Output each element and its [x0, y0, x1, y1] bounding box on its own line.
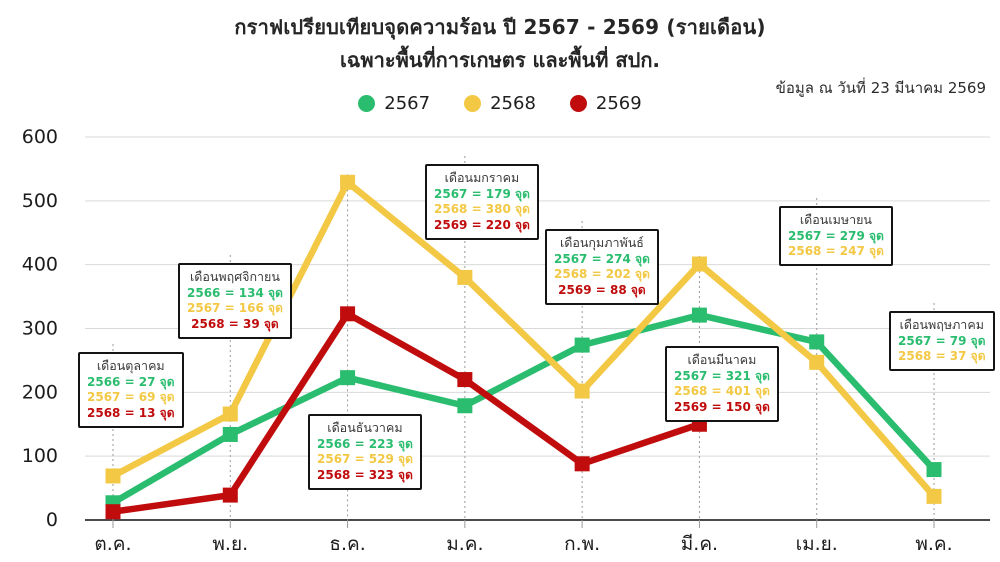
legend-item-2569: 2569: [569, 93, 642, 114]
x-axis-label: พ.ค.: [915, 533, 952, 555]
data-point-marker-2567: [340, 370, 356, 386]
legend-label: 2567: [384, 93, 431, 114]
legend-label: 2569: [595, 93, 642, 114]
data-point-marker-2569: [222, 487, 238, 503]
data-point-marker-2568: [340, 174, 356, 190]
series-line-2567: [111, 311, 937, 506]
chart-title: กราฟเปรียบเทียบจุดความร้อน ปี 2567 - 256…: [234, 15, 766, 39]
chart-subtitle: เฉพาะพื้นที่การเกษตร และพื้นที่ สปก.: [339, 48, 661, 72]
data-point-marker-2568: [809, 354, 825, 370]
x-axis-label: ต.ค.: [94, 533, 131, 555]
y-axis-label: 100: [22, 445, 58, 467]
data-point-marker-2568: [574, 383, 590, 399]
data-point-marker-2569: [457, 372, 473, 388]
x-axis-label: มี.ค.: [681, 533, 718, 555]
legend-dot-icon: [358, 95, 376, 112]
x-axis-label: ธ.ค.: [329, 533, 365, 555]
y-axis-label: 500: [22, 190, 58, 212]
y-axis-label: 200: [22, 381, 58, 403]
x-axis-label: เม.ย.: [796, 533, 838, 555]
data-point-marker-2568: [222, 406, 238, 422]
data-point-marker-2567: [457, 398, 473, 414]
legend-dot-icon: [464, 95, 482, 112]
data-point-marker-2567: [574, 337, 590, 353]
y-axis-label: 400: [22, 254, 58, 276]
data-point-marker-2568: [457, 269, 473, 285]
legend-dot-icon: [569, 95, 587, 112]
data-as-of-note: ข้อมูล ณ วันที่ 23 มีนาคม 2569: [775, 79, 986, 97]
x-axis-label: พ.ย.: [212, 533, 248, 555]
x-axis-label: ม.ค.: [446, 533, 483, 555]
legend: 2567 2568 2569: [0, 93, 1000, 114]
data-point-marker-2568: [105, 468, 121, 484]
legend-item-2568: 2568: [464, 93, 536, 114]
data-point-marker-2568: [926, 488, 942, 504]
data-point-marker-2569: [691, 416, 707, 432]
legend-label: 2568: [490, 93, 536, 114]
y-axis-label: 600: [22, 126, 58, 148]
data-point-marker-2567: [809, 334, 825, 350]
data-point-marker-2568: [691, 256, 707, 272]
data-point-marker-2567: [222, 426, 238, 442]
legend-item-2567: 2567: [358, 93, 430, 114]
y-axis-label: 300: [22, 318, 58, 340]
y-axis-label: 0: [46, 509, 58, 531]
series-line-2569: [112, 310, 701, 515]
data-point-marker-2569: [340, 306, 356, 322]
data-point-marker-2569: [105, 504, 121, 520]
series-line-2568: [111, 179, 937, 499]
data-point-marker-2567: [926, 462, 942, 478]
x-axis-label: ก.พ.: [564, 533, 600, 555]
data-point-marker-2569: [574, 456, 590, 472]
data-point-marker-2567: [691, 307, 707, 323]
